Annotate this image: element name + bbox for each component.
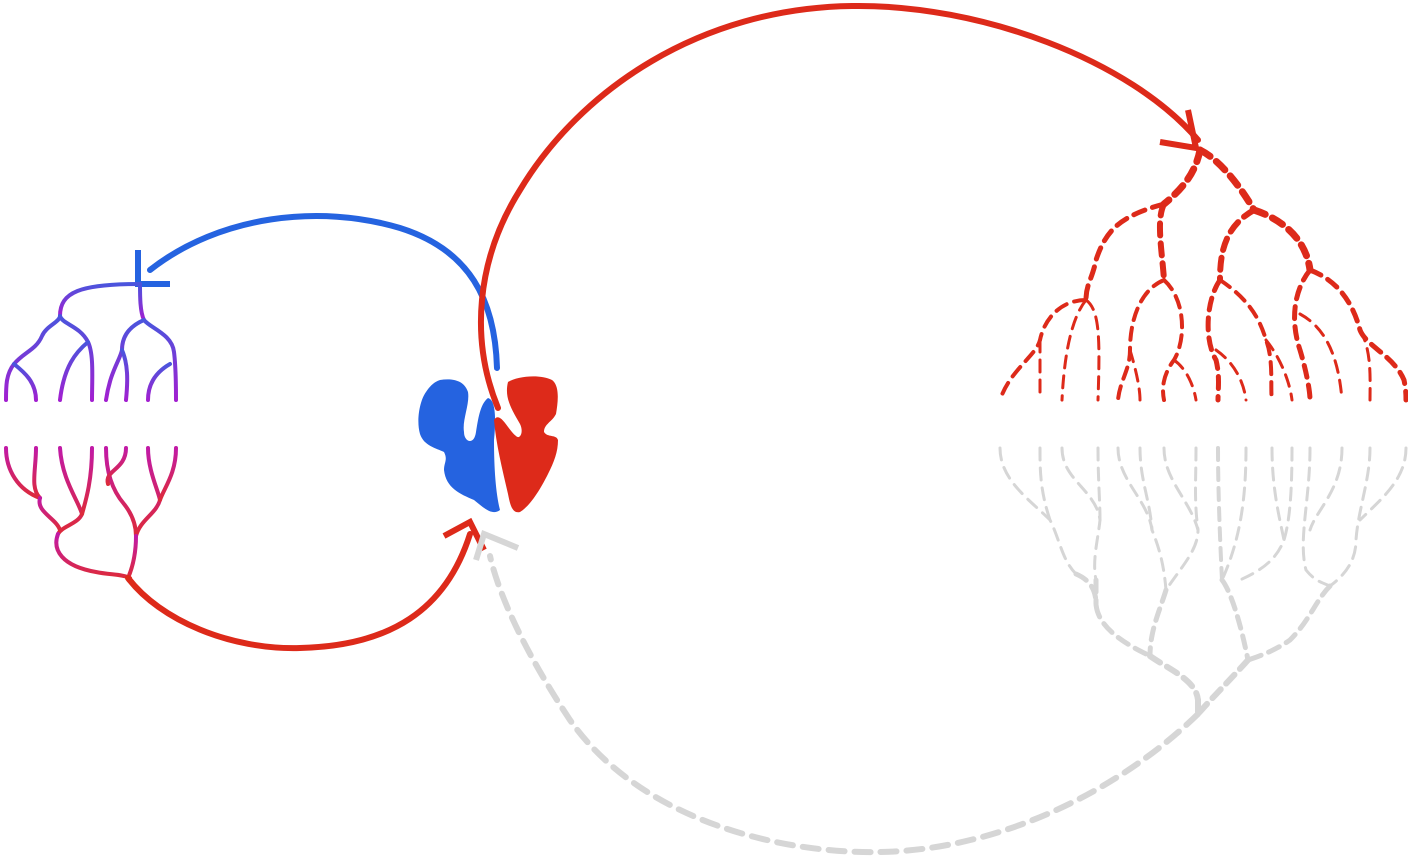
vena-cava-return [473, 529, 1201, 856]
heart-left-side [494, 376, 558, 513]
arrow-icon [1159, 109, 1200, 152]
heart-icon [418, 376, 558, 513]
pulmonary-vein [125, 517, 487, 652]
lung-capillary-network [4, 282, 178, 580]
pulmonary-artery [135, 213, 500, 371]
aorta [478, 2, 1201, 411]
arrow-icon [473, 529, 520, 561]
systemic-venous-tree [998, 446, 1408, 717]
heart-right-side [418, 379, 500, 513]
systemic-arterial-tree [998, 146, 1408, 403]
